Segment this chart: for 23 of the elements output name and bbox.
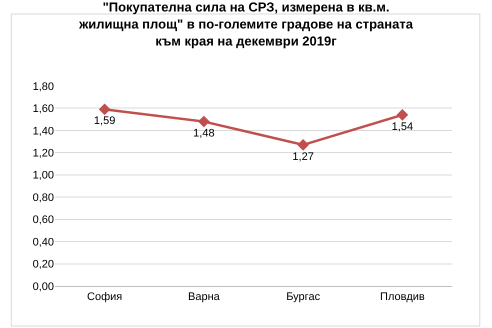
point [396,109,408,121]
y-tick-label: 0,20 [32,258,54,271]
point [98,103,110,116]
y-tick-label: 1,00 [32,170,54,182]
x-tick-label: Варна [188,291,221,304]
y-tick-label: 0,60 [32,214,54,226]
data-label: 1,54 [392,120,414,133]
y-tick-label: 1,80 [32,80,54,93]
x-tick-label: Бургас [286,291,321,304]
y-tick-label: 0,80 [32,192,54,204]
data-label: 1,59 [94,115,116,128]
point [297,139,309,151]
x-tick-label: Пловдив [380,291,425,304]
point [198,116,210,128]
y-tick-label: 0,40 [32,236,54,248]
chart-title: "Покупателна сила на СРЗ, измерена в кв.м. жилищна площ" в по-големите градове на страната към края на декември 2019г [78,0,414,48]
x-tick-label: София [87,291,122,304]
data-label: 1,48 [193,127,215,140]
y-tick-label: 1,40 [32,125,54,138]
y-tick-label: 1,20 [32,148,54,160]
data-label: 1,27 [292,150,314,163]
y-tick-label: 0,00 [32,280,54,293]
y-tick-label: 1,60 [32,103,54,116]
